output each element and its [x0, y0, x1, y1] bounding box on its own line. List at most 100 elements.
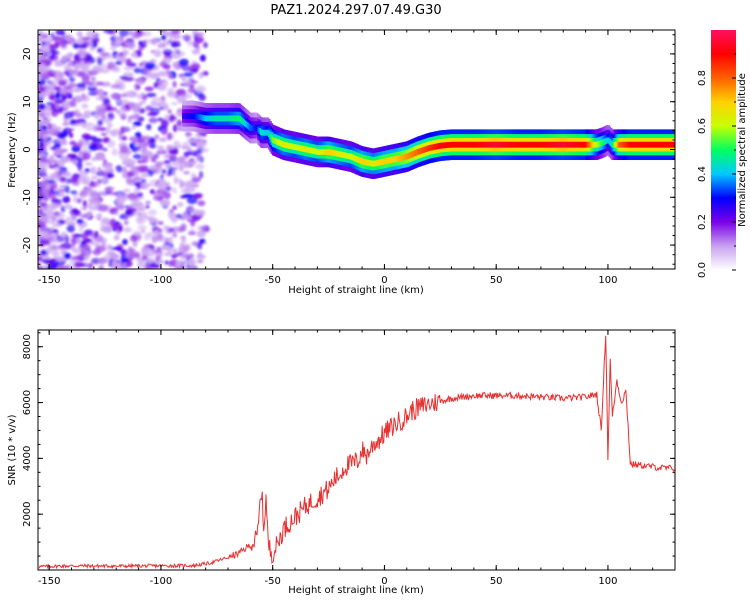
ridge-cell: [510, 141, 514, 148]
noise-speckle: [79, 253, 87, 257]
noise-speckle: [106, 251, 116, 256]
noise-speckle: [126, 76, 135, 81]
noise-speckle: [50, 80, 59, 85]
ridge-cell: [352, 154, 355, 161]
ridge-cell: [313, 148, 317, 155]
ridge-cell: [511, 141, 515, 148]
noise-speckle: [42, 175, 53, 181]
noise-speckle: [115, 61, 122, 65]
ridge-cell: [424, 146, 428, 153]
ridge-cell: [477, 141, 480, 148]
ridge-cell: [275, 138, 279, 145]
noise-speckle: [179, 195, 189, 199]
noise-speckle: [55, 71, 61, 77]
figure-title: PAZ1.2024.297.07.49.G30: [270, 3, 441, 18]
ridge-cell: [258, 127, 262, 134]
noise-speckle: [150, 49, 155, 54]
x-tick-label: -100: [150, 275, 173, 286]
noise-speckle: [178, 51, 186, 57]
noise-speckle: [196, 242, 203, 250]
ridge-cell: [220, 115, 224, 122]
noise-speckle: [86, 40, 94, 48]
noise-speckle: [122, 158, 127, 166]
ridge-cell: [583, 141, 586, 148]
ridge-cell: [469, 141, 472, 148]
ridge-cell: [493, 141, 496, 148]
noise-speckle: [137, 216, 144, 223]
ridge-cell: [407, 153, 410, 159]
ridge-cell: [223, 115, 227, 122]
ridge-cell: [347, 153, 350, 159]
ridge-cell: [601, 139, 605, 146]
ridge-cell: [651, 141, 655, 148]
ridge-cell: [516, 141, 519, 148]
noise-speckle: [161, 48, 173, 52]
noise-speckle: [68, 76, 76, 83]
noise-speckle: [190, 173, 196, 178]
noise-speckle: [182, 160, 191, 169]
noise-speckle: [38, 31, 44, 37]
ridge-cell: [355, 156, 358, 162]
noise-speckle: [131, 113, 141, 121]
ridge-cell: [463, 141, 467, 148]
ridge-cell: [344, 152, 347, 159]
noise-speckle: [190, 60, 197, 66]
noise-speckle: [129, 197, 140, 202]
noise-speckle: [175, 213, 183, 219]
colorbar-label: Normalized spectral amplitude: [737, 73, 748, 227]
ridge-cell: [646, 141, 649, 148]
ridge-cell: [518, 141, 522, 148]
ridge-cell: [306, 147, 310, 153]
noise-speckle: [130, 210, 141, 217]
noise-speckle: [64, 235, 70, 243]
ridge-cell: [552, 141, 555, 148]
ridge-cell: [587, 141, 590, 148]
noise-speckle: [96, 178, 102, 185]
ridge-cell: [548, 141, 551, 148]
noise-speckle: [60, 171, 72, 177]
ridge-cell: [562, 141, 566, 148]
noise-speckle: [38, 66, 49, 75]
noise-speckle: [82, 199, 88, 207]
noise-speckle: [158, 42, 165, 48]
ridge-cell: [363, 159, 366, 165]
ridge-cell: [487, 141, 491, 148]
ridge-cell: [245, 121, 248, 128]
ridge-cell: [219, 115, 223, 122]
ridge-cell: [250, 125, 254, 131]
noise-speckle: [93, 113, 101, 119]
noise-speckle: [137, 204, 147, 212]
ridge-cell: [414, 150, 417, 156]
ridge-cell: [642, 141, 645, 148]
noise-speckle: [175, 260, 183, 267]
noise-speckle: [138, 63, 145, 67]
ridge-cell: [659, 141, 663, 148]
noise-speckle: [48, 55, 56, 60]
noise-speckle: [98, 50, 106, 56]
ridge-cell: [406, 153, 409, 160]
ridge-cell: [672, 141, 675, 148]
ridge-cell: [553, 141, 557, 148]
noise-scatter: [38, 30, 210, 269]
ridge-cell: [286, 142, 290, 149]
x-tick-label: 0: [381, 576, 387, 587]
noise-speckle: [145, 205, 150, 209]
ridge-cell: [575, 141, 578, 148]
noise-speckle: [62, 157, 72, 162]
noise-speckle: [70, 190, 78, 195]
ridge-cell: [549, 141, 553, 148]
noise-speckle: [120, 259, 130, 263]
ridge-cell: [231, 115, 235, 122]
noise-speckle: [86, 203, 94, 209]
noise-speckle: [170, 30, 181, 35]
ridge-cell: [249, 125, 252, 131]
noise-speckle: [53, 61, 64, 67]
ridge-cell: [266, 129, 270, 136]
noise-speckle: [125, 251, 135, 258]
noise-speckle: [180, 223, 187, 232]
noise-speckle: [121, 135, 128, 141]
noise-speckle: [110, 84, 122, 89]
ridge-cell: [544, 141, 547, 148]
ridge-cell: [218, 115, 221, 122]
ridge-cell: [288, 142, 291, 149]
